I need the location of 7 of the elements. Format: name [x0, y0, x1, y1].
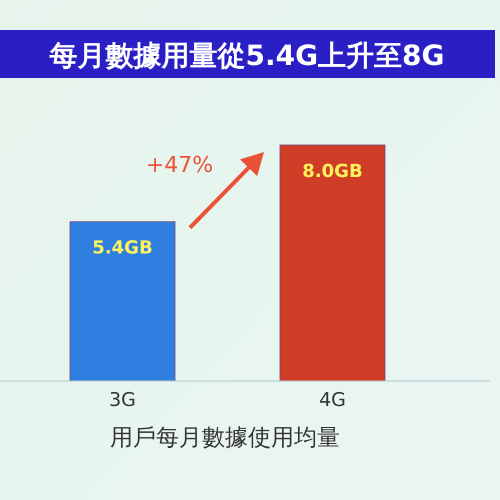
chart-title: 每月數據用量從5.4G上升至8G [48, 39, 445, 72]
x-tick-label: 3G [109, 389, 136, 411]
data-label: 8.0GB [302, 161, 363, 182]
x-tick-label: 4G [319, 389, 346, 411]
data-label: 5.4GB [92, 238, 153, 259]
annotation: +47% [146, 153, 214, 178]
x-axis-title: 用戶每月數據使用均量 [110, 425, 340, 451]
